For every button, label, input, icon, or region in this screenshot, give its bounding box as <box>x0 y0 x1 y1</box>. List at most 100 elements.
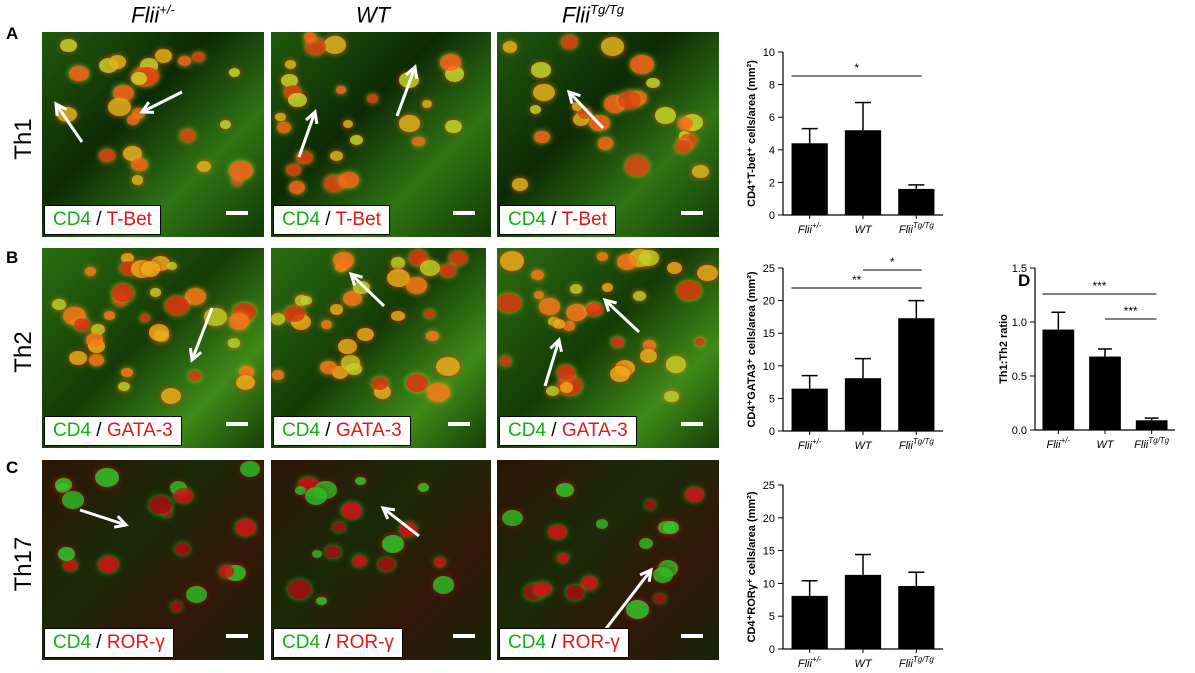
stained-cell <box>434 557 447 567</box>
stained-cell <box>556 365 575 380</box>
stained-cell <box>73 318 91 332</box>
stained-cell <box>98 556 120 574</box>
stained-cell <box>390 310 405 322</box>
arrow-icon <box>603 567 653 631</box>
stained-cell <box>501 509 523 527</box>
stained-cell <box>666 261 683 275</box>
stain-label: CD4 / GATA-3 <box>499 416 637 446</box>
stained-cell <box>160 387 181 404</box>
stain-green-label: CD4 <box>508 420 547 441</box>
stained-cell <box>192 51 206 63</box>
stained-cell <box>436 356 461 377</box>
panel-letter-c: C <box>6 458 19 477</box>
micrograph-th1-1: CD4 / T-Bet <box>42 32 264 237</box>
stained-cell <box>271 370 284 380</box>
arrow-annotations <box>380 506 420 538</box>
stained-cell <box>449 250 468 266</box>
stained-cell <box>84 267 96 277</box>
stained-cell <box>618 91 641 110</box>
scale-bar <box>226 422 248 426</box>
stained-cell <box>123 145 142 161</box>
arrow-annotations <box>188 307 214 363</box>
bar <box>898 318 935 431</box>
stained-cell <box>352 280 370 295</box>
x-tick-label: WT <box>1096 439 1114 451</box>
x-tick-label: FliiTg/Tg <box>899 655 935 670</box>
stained-cell <box>304 486 328 506</box>
stained-cell <box>165 296 189 316</box>
stained-cell <box>617 254 637 270</box>
stained-cell <box>378 558 395 572</box>
x-tick-label: WT <box>854 658 872 670</box>
stain-green-label: CD4 <box>282 420 321 441</box>
y-tick-label: 10 <box>763 47 775 59</box>
stained-cell <box>126 114 140 125</box>
stain-red-label: T-Bet <box>335 209 381 230</box>
bar-chart-2: 0 5 10 15 20 25 CD4⁺GATA3⁺ cells/area (mm²) Fli… <box>746 255 943 452</box>
stained-cell <box>330 150 344 162</box>
stained-cell <box>533 83 555 101</box>
stained-cell <box>186 586 208 604</box>
stained-cell <box>131 107 145 119</box>
stained-cell <box>189 371 201 381</box>
stained-cell <box>294 485 307 496</box>
micrograph-th2-2: CD4 / GATA-3 <box>271 248 486 448</box>
y-tick-label: 5 <box>769 611 775 623</box>
bar <box>1135 420 1168 430</box>
stained-cell <box>118 381 131 392</box>
bar <box>844 130 882 215</box>
stained-cell <box>665 356 687 373</box>
stained-cell <box>167 262 178 271</box>
stained-cell <box>218 565 235 578</box>
stained-cell <box>412 136 425 147</box>
x-tick-label: WT <box>854 440 872 452</box>
y-tick-label: 4 <box>769 145 775 157</box>
stained-cell <box>150 288 161 297</box>
stained-cell <box>642 339 657 351</box>
stained-cell <box>426 382 451 402</box>
stained-cell <box>288 180 306 194</box>
x-tick-label: FliiTg/Tg <box>899 437 935 452</box>
stained-cell <box>560 35 578 50</box>
stained-cell <box>234 518 257 536</box>
x-tick-label: FliiTg/Tg <box>899 221 935 236</box>
stained-cell <box>271 313 285 325</box>
y-tick-label: 6 <box>769 112 775 124</box>
arrow-icon <box>380 506 420 538</box>
bar <box>1042 329 1075 430</box>
y-tick-label: 15 <box>763 328 775 340</box>
bar-chart-3: 0 5 10 15 20 25 CD4⁺RORγ⁺ cells/area (mm²) Flii… <box>746 480 943 670</box>
stained-cell <box>655 107 676 124</box>
scale-bar <box>681 422 703 426</box>
stained-cell <box>697 264 719 282</box>
x-tick-label: Flii+/- <box>798 655 822 670</box>
stained-cell <box>387 268 411 288</box>
stained-cell <box>502 41 518 53</box>
stain-separator: / <box>91 209 107 230</box>
arrow-annotations <box>603 567 653 631</box>
stained-cell <box>366 94 379 104</box>
stained-cell <box>354 476 366 486</box>
stained-cell <box>692 164 709 179</box>
stained-cell <box>236 374 256 391</box>
stain-label: CD4 / ROR-γ <box>499 628 629 658</box>
y-tick-label: 8 <box>769 80 775 92</box>
stained-cell <box>639 537 654 549</box>
stained-cell <box>600 37 625 56</box>
significance-label: ** <box>852 273 862 287</box>
stain-green-label: CD4 <box>53 632 92 653</box>
y-tick-label: 0 <box>769 426 775 438</box>
bar <box>844 574 882 649</box>
arrow-icon <box>139 90 183 114</box>
stained-cell <box>55 478 73 492</box>
y-tick-label: 20 <box>763 513 775 525</box>
stained-cell <box>399 115 420 132</box>
stained-cell <box>303 32 316 42</box>
y-tick-label: 25 <box>763 480 775 492</box>
stain-green-label: CD4 <box>53 209 92 230</box>
stained-cell <box>239 366 255 378</box>
stained-cell <box>342 119 354 128</box>
stained-cell <box>108 55 127 70</box>
stained-cell <box>88 354 104 367</box>
arrow-icon <box>297 109 319 158</box>
